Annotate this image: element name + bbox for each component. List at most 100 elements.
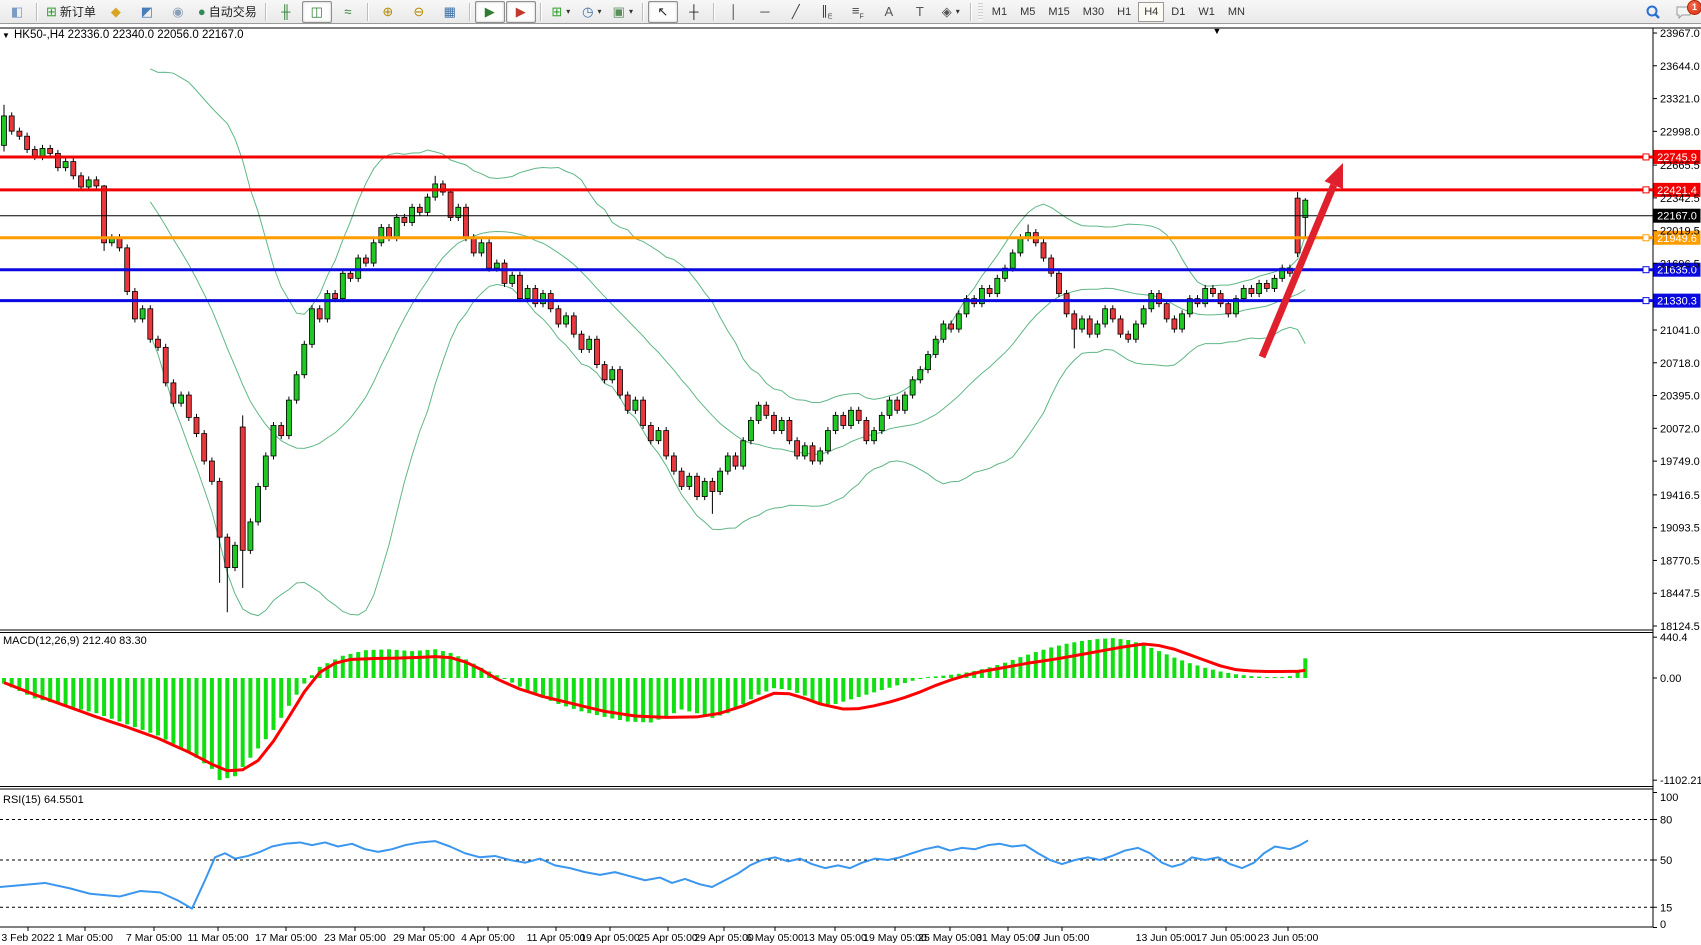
timeframe-h1[interactable]: H1	[1117, 5, 1132, 18]
auto-scroll-icon[interactable]: ▶	[505, 0, 536, 23]
new-chart-icon[interactable]: ⊞ ▾	[546, 1, 576, 23]
tile-windows-icon[interactable]: ▦	[435, 1, 465, 23]
trendline-icon[interactable]: ╱	[781, 1, 811, 23]
macd-histogram-bar	[579, 678, 584, 712]
scroll-position-marker[interactable]: ▼	[1213, 26, 1222, 36]
chevron-down-icon: ▾	[566, 7, 571, 16]
macd-histogram-bar	[756, 678, 761, 695]
signal-icon[interactable]: ◉	[163, 1, 193, 23]
price-level-badge-text: 22745.9	[1657, 152, 1697, 164]
rsi-axis-label: 80	[1660, 815, 1672, 827]
macd-histogram-bar	[25, 678, 30, 695]
line-handle[interactable]	[1642, 186, 1650, 194]
candle-body	[1302, 199, 1309, 218]
arrows-icon[interactable]: ◈ ▾	[936, 1, 966, 23]
equidistant-channel-icon[interactable]: ∥E	[812, 1, 842, 23]
zoom-in-icon[interactable]: ⊕	[373, 1, 403, 23]
candle-body	[532, 288, 539, 305]
timeframe-d1[interactable]: D1	[1171, 5, 1186, 18]
macd-histogram-bar	[879, 678, 884, 691]
text-icon[interactable]: A	[874, 1, 904, 23]
timeframe-m30[interactable]: M30	[1082, 5, 1105, 18]
macd-histogram-bar	[40, 678, 45, 701]
candle-body	[470, 237, 477, 254]
line-handle[interactable]	[1642, 297, 1650, 305]
vertical-line-icon: │	[729, 4, 738, 19]
macd-histogram-bar	[841, 678, 846, 702]
macd-histogram-bar	[479, 667, 484, 678]
timeframe-w1[interactable]: W1	[1198, 5, 1215, 18]
cursor-icon[interactable]: ↖	[647, 0, 678, 23]
timeframe-m15[interactable]: M15	[1048, 5, 1070, 18]
chart-image-icon[interactable]: ▣ ▾	[608, 1, 638, 23]
clipped-icon[interactable]: ◧	[2, 1, 32, 23]
candle-body	[1271, 277, 1278, 289]
line-handle[interactable]	[1642, 266, 1650, 274]
navigator-icon[interactable]: ◩	[132, 1, 162, 23]
crosshair-icon[interactable]: ┼	[679, 1, 709, 23]
candle-body	[208, 460, 215, 482]
trend-arrow-head[interactable]	[1324, 163, 1343, 189]
candle-body	[47, 148, 54, 154]
time-axis-label: 29 Mar 05:00	[393, 932, 455, 944]
candle-body	[201, 433, 208, 462]
price-axis-label: 18124.5	[1660, 621, 1700, 633]
macd-axis-label: 440.4	[1660, 632, 1688, 644]
search-icon[interactable]	[1638, 1, 1668, 23]
macd-histogram-bar	[825, 678, 830, 705]
candle-body	[463, 206, 469, 239]
macd-histogram-bar	[440, 651, 445, 678]
chart-shift-icon[interactable]: ▶	[474, 0, 505, 23]
macd-histogram-bar	[764, 678, 769, 692]
candle-body	[1102, 308, 1108, 325]
market-watch-icon[interactable]: ◆	[101, 1, 131, 23]
candle-body	[517, 274, 523, 300]
time-axis-label: 31 May 05:00	[976, 932, 1040, 944]
new-order-button[interactable]: ⊞ 新订单	[42, 1, 100, 23]
trend-arrow[interactable]	[1258, 183, 1337, 359]
macd-histogram-bar	[148, 678, 153, 733]
timeframe-m5[interactable]: M5	[1020, 5, 1036, 18]
line-handle[interactable]	[1642, 234, 1650, 242]
bar-chart-icon[interactable]: ╫	[271, 1, 301, 23]
timeframe-m1[interactable]: M1	[991, 5, 1008, 18]
price-axis-label: 19416.5	[1660, 490, 1700, 502]
chat-icon[interactable]: 1	[1669, 0, 1701, 23]
macd-histogram-bar	[433, 649, 438, 678]
line-handle[interactable]	[1642, 153, 1650, 161]
timeframe-h4[interactable]: H4	[1138, 1, 1165, 22]
time-axis-label: 25 Apr 05:00	[638, 932, 698, 944]
auto-trading-button[interactable]: ● 自动交易	[194, 1, 261, 23]
macd-histogram-bar	[748, 678, 753, 700]
candle-body	[640, 399, 646, 426]
arrows-icon: ◈	[941, 3, 952, 19]
macd-histogram-bar	[641, 678, 646, 723]
symbol-dropdown-icon[interactable]: ▼	[2, 31, 10, 40]
macd-histogram-bar	[79, 678, 83, 710]
toolbar-grip	[977, 2, 983, 21]
timeframe-mn[interactable]: MN	[1227, 5, 1245, 18]
horizontal-line-icon[interactable]: ─	[750, 1, 780, 23]
time-axis-label: 6 May 05:00	[746, 932, 804, 944]
line-chart-icon[interactable]: ≈	[333, 1, 363, 23]
price-axis-label: 22998.0	[1660, 126, 1700, 138]
candle-body	[886, 399, 893, 416]
candle-body	[316, 308, 323, 320]
text-label-icon[interactable]: T	[905, 1, 935, 23]
auto-trading-button-label: 自动交易	[208, 5, 257, 19]
macd-histogram-bar	[448, 652, 453, 678]
time-axis-label: 4 Apr 05:00	[461, 932, 515, 944]
macd-histogram-bar	[48, 678, 53, 703]
macd-histogram-bar	[1157, 651, 1161, 678]
macd-histogram-bar	[910, 678, 915, 681]
candle-body	[162, 346, 169, 384]
fibonacci-icon[interactable]: ≡F	[843, 1, 873, 23]
candle-body	[717, 470, 723, 492]
macd-axis-label: -1102.21	[1660, 775, 1701, 787]
vertical-line-icon[interactable]: │	[719, 1, 749, 23]
clock-icon[interactable]: ◷ ▾	[577, 1, 607, 23]
candlestick-icon[interactable]: ◫	[301, 0, 332, 23]
zoom-out-icon[interactable]: ⊖	[404, 1, 434, 23]
toolbar-separator	[36, 2, 38, 21]
